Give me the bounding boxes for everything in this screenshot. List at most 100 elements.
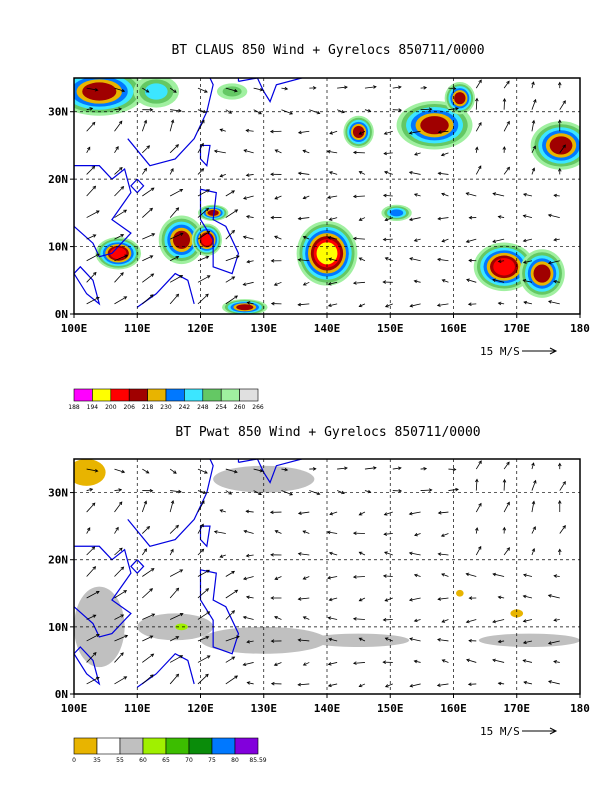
wind-vector-head	[297, 258, 302, 262]
x-tick-label: 120E	[187, 322, 214, 335]
wind-vector	[329, 130, 338, 135]
wind-vector-head	[219, 554, 224, 558]
wind-vector	[225, 109, 232, 114]
wind-vector	[114, 87, 125, 92]
wind-vector	[441, 619, 449, 623]
wind-vector	[142, 468, 149, 474]
wind-vector-head	[468, 596, 473, 600]
wind-vector-head	[219, 173, 224, 178]
wind-vector-head	[409, 637, 413, 641]
wind-vector-head	[289, 111, 294, 115]
claus-panel: 100E 110E 120E 130E 140E 150E 160E 170E 180 0N 10N…	[48, 77, 590, 335]
wind-vector-head	[201, 500, 205, 505]
wind-vector	[498, 640, 505, 643]
coastline-4	[199, 188, 240, 275]
wind-vector-head	[441, 279, 446, 283]
wind-vector	[359, 130, 366, 135]
wind-vector-head	[274, 615, 278, 620]
wind-vector-head	[441, 239, 446, 243]
wind-vector-head	[352, 575, 357, 579]
wind-vector	[523, 640, 533, 644]
wind-vector	[225, 635, 240, 642]
x-tick-label: 130E	[251, 702, 278, 715]
cloud-cell-2	[172, 230, 191, 249]
wind-vector-head	[440, 533, 445, 537]
wind-vector	[531, 501, 535, 513]
wind-vector-head	[200, 523, 204, 528]
wind-vector	[86, 122, 96, 132]
wind-vector-head	[382, 193, 387, 198]
wind-vector	[169, 525, 179, 534]
wind-vector	[466, 192, 477, 197]
wind-vector-head	[231, 656, 236, 660]
wind-vector-head	[441, 659, 446, 663]
wind-vector-head	[468, 215, 473, 220]
wind-vector-head	[341, 109, 345, 114]
wind-vector-head	[326, 530, 331, 535]
wind-vector	[498, 682, 505, 685]
wind-vector	[531, 99, 537, 110]
wind-vector-head	[553, 660, 557, 664]
colorbar-label: 242	[179, 404, 191, 411]
colorbar-label: 254	[215, 404, 227, 411]
wind-vector-head	[437, 216, 442, 221]
colorbar-label: 70	[185, 757, 193, 764]
wind-vector	[303, 236, 310, 240]
colorbar-swatch	[96, 737, 121, 755]
wind-vector-head	[234, 295, 239, 299]
wind-vector	[86, 677, 100, 685]
wind-vector	[438, 130, 449, 133]
wind-vector-head	[243, 529, 248, 534]
cloud-cell-4	[201, 234, 213, 246]
wind-vector	[275, 149, 282, 154]
wind-vector	[327, 195, 338, 199]
wind-vector-head	[384, 684, 389, 688]
wind-vector-head	[150, 187, 155, 191]
wind-vector-head	[384, 304, 389, 308]
wind-vector	[441, 533, 449, 537]
wind-vector	[329, 217, 338, 221]
colorbar-swatch	[119, 737, 144, 755]
wind-vector	[86, 591, 100, 599]
wind-vector-head	[523, 573, 527, 577]
y-tick-label: 30N	[48, 487, 68, 500]
wind-vector-head	[358, 131, 363, 135]
wind-vector	[492, 238, 505, 243]
wind-vector-head	[259, 87, 264, 92]
wind-vector-head	[408, 597, 413, 602]
wind-vector	[392, 467, 402, 470]
wind-vector	[336, 490, 345, 494]
colorbar-swatch	[202, 388, 222, 402]
wind-vector-head	[274, 530, 279, 534]
wind-vector-head	[178, 489, 182, 494]
wind-vector	[86, 87, 98, 91]
wind-vector	[114, 254, 128, 262]
colorbar-swatch	[165, 388, 185, 402]
wind-vector	[220, 509, 226, 513]
wind-vector	[466, 279, 477, 283]
wind-vector-head	[202, 490, 207, 495]
wind-vector	[364, 490, 371, 493]
wind-vector	[503, 502, 510, 513]
wind-vector	[225, 610, 235, 620]
wind-vector-head	[246, 640, 251, 644]
wind-vector	[114, 652, 124, 663]
wind-vector-head	[408, 511, 413, 516]
wind-vector	[197, 143, 204, 154]
wind-vector	[142, 233, 155, 240]
wind-vector	[220, 128, 226, 132]
wind-vector	[197, 468, 208, 474]
wind-vector	[169, 207, 179, 218]
wind-vector-head	[423, 466, 428, 471]
wind-vector-head	[213, 149, 218, 154]
wind-vector	[438, 597, 449, 600]
wind-vector-head	[358, 171, 363, 175]
wind-vector-head	[175, 673, 180, 678]
wind-vector	[364, 467, 377, 470]
wind-vector-head	[506, 501, 510, 506]
wind-vector-head	[120, 272, 124, 276]
wind-vector	[554, 194, 560, 197]
wind-vector-head	[358, 598, 363, 602]
wind-vector-head	[145, 89, 150, 93]
wind-vector	[197, 569, 210, 577]
